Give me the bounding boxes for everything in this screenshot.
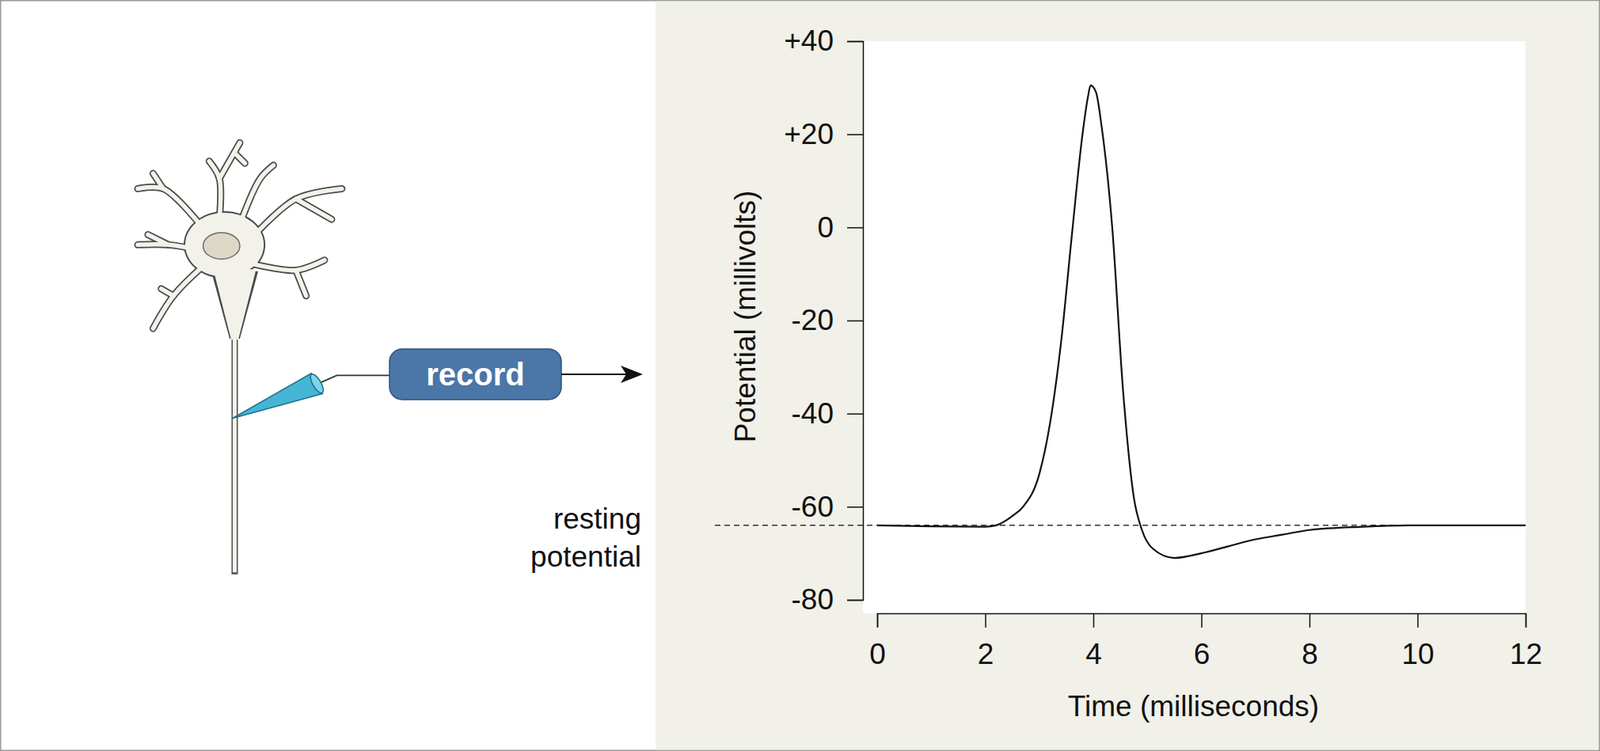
x-tick: 8 — [1301, 613, 1319, 671]
record-label: record — [425, 357, 525, 392]
resting-label-line: potential — [530, 540, 642, 574]
x-tick-mark — [1093, 613, 1095, 628]
x-tick-mark — [877, 613, 879, 628]
dendrite — [219, 142, 240, 179]
x-tick-mark — [1525, 613, 1528, 628]
dendrite — [209, 161, 221, 220]
figure: record resting potential 0 2 4 6 8 10 12 +40 +20 0 -2… — [0, 0, 1600, 751]
y-tick: -40 — [791, 397, 863, 430]
y-tick: -60 — [791, 490, 863, 524]
nucleus — [203, 232, 240, 260]
x-tick-label: 12 — [1509, 638, 1543, 671]
y-tick-mark — [847, 41, 863, 43]
dendrite — [137, 186, 205, 230]
outer-frame — [0, 0, 1600, 751]
dendrite-outline — [296, 270, 307, 297]
x-tick-label: 0 — [869, 638, 886, 671]
x-tick: 6 — [1193, 613, 1211, 671]
dendrite-outline — [209, 161, 221, 220]
axon-hillock — [212, 269, 256, 340]
x-tick: 12 — [1509, 613, 1543, 671]
x-tick-label: 2 — [977, 638, 995, 671]
y-tick-label: -60 — [791, 490, 834, 524]
dendrite-outline — [239, 165, 274, 225]
y-tick: 0 — [817, 211, 863, 244]
x-tick-mark — [1309, 613, 1312, 628]
dendrite — [152, 173, 164, 189]
x-axis-line — [877, 614, 1527, 629]
chart-panel — [655, 1, 1599, 751]
x-tick-mark — [1417, 613, 1419, 628]
x-tick-mark — [1200, 613, 1203, 628]
x-tick-mark — [984, 613, 987, 628]
y-tick: -80 — [791, 583, 863, 616]
y-tick-label: +40 — [783, 24, 834, 58]
electrode-wire — [318, 375, 390, 384]
y-tick-mark — [847, 133, 863, 136]
y-tick: -20 — [791, 304, 863, 337]
y-tick: +40 — [783, 24, 863, 58]
y-axis-line — [847, 41, 864, 601]
y-tick-label: +20 — [783, 117, 834, 151]
dendrite — [239, 165, 274, 225]
x-tick-label: 8 — [1301, 638, 1319, 671]
y-tick-mark — [847, 506, 863, 509]
dendrite-outline — [250, 188, 343, 240]
neuron — [137, 142, 343, 574]
x-tick: 0 — [869, 613, 886, 671]
electrode — [232, 373, 323, 419]
plot-area — [877, 85, 1526, 559]
y-tick-mark — [847, 320, 863, 323]
y-tick-mark — [847, 227, 863, 229]
soma — [185, 212, 264, 278]
dendrite — [234, 152, 245, 164]
electrode-end — [307, 372, 326, 396]
y-tick-label: 0 — [817, 211, 834, 244]
x-tick: 2 — [977, 613, 995, 671]
y-axis: +40 +20 0 -20 -40 -60 -80 — [783, 24, 863, 616]
dendrite-outline — [219, 142, 240, 179]
x-tick: 10 — [1401, 613, 1434, 671]
dendrite — [296, 198, 332, 220]
plot-background — [862, 41, 1526, 614]
dendrite — [152, 265, 204, 329]
y-tick-label: -20 — [791, 304, 834, 337]
y-axis-title: Potential (millivolts) — [729, 190, 762, 444]
dendrite-outline — [234, 152, 245, 164]
dendrite-outline — [161, 288, 174, 297]
y-tick-label: -40 — [791, 397, 834, 430]
arrow-head — [620, 365, 643, 384]
y-tick: +20 — [783, 117, 863, 151]
dendrite — [161, 288, 174, 297]
x-tick-label: 6 — [1193, 638, 1211, 671]
x-axis: 0 2 4 6 8 10 12 — [869, 613, 1543, 671]
resting-label: resting potential — [530, 502, 642, 574]
dendrite-outline — [250, 260, 325, 271]
y-tick-mark — [847, 600, 863, 602]
dendrite-outline — [152, 265, 204, 329]
x-axis-title: Time (milliseconds) — [1067, 690, 1319, 723]
dendrite — [250, 260, 325, 271]
x-tick: 4 — [1085, 613, 1103, 671]
resting-label-line: resting — [553, 502, 642, 536]
arrow-shaft — [561, 373, 630, 376]
dendrite — [296, 270, 307, 297]
record-box — [389, 349, 562, 400]
x-tick-label: 10 — [1401, 638, 1434, 671]
dendrite — [148, 234, 169, 245]
x-tick-label: 4 — [1085, 638, 1103, 671]
y-tick-label: -80 — [791, 583, 834, 616]
dendrite — [250, 188, 343, 240]
potential-line — [877, 85, 1526, 559]
y-tick-mark — [847, 413, 863, 415]
dendrite-outline — [296, 198, 332, 220]
